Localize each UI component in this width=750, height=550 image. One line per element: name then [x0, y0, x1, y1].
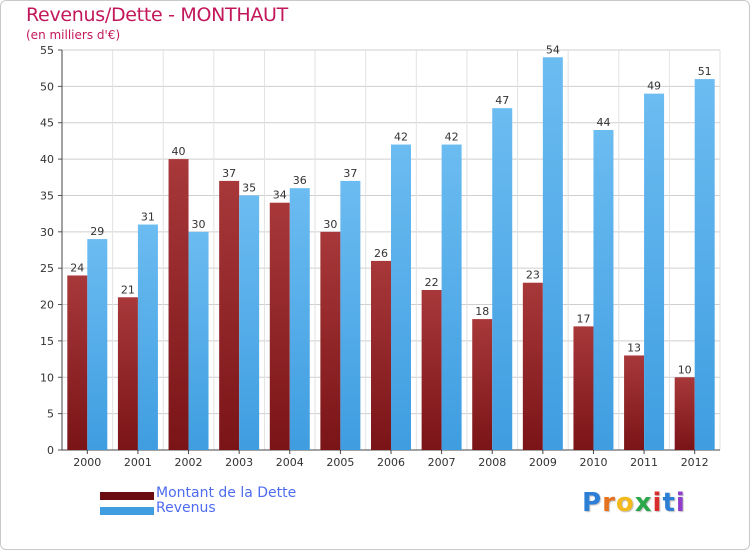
data-label-revenue: 54	[546, 43, 560, 56]
logo-letter: t	[662, 488, 676, 518]
chart-title: Revenus/Dette - MONTHAUT	[26, 4, 288, 26]
bar-revenue	[441, 144, 462, 450]
bar-debt	[168, 159, 189, 450]
bar-debt	[573, 326, 594, 450]
bar-debt	[371, 260, 391, 450]
x-tick-label: 2009	[529, 456, 557, 469]
data-label-revenue: 31	[141, 211, 155, 224]
logo-letter: P	[582, 488, 603, 518]
x-tick-label: 2004	[276, 456, 304, 469]
y-tick-label: 55	[40, 44, 54, 57]
bar-revenue	[391, 144, 411, 450]
bar-debt	[674, 377, 695, 450]
bar-debt	[522, 282, 543, 450]
bar-revenue	[289, 188, 310, 450]
y-tick-label: 20	[40, 299, 54, 312]
data-label-debt: 17	[576, 312, 590, 325]
y-tick-label: 10	[40, 371, 54, 384]
x-tick-label: 2006	[377, 456, 405, 469]
y-tick-label: 40	[40, 153, 54, 166]
logo-letter: i	[652, 488, 663, 518]
bar-revenue	[593, 130, 614, 450]
data-label-revenue: 49	[647, 80, 661, 93]
data-label-revenue: 44	[596, 116, 610, 129]
chart-subtitle: (en milliers d'€)	[26, 28, 121, 42]
y-tick-label: 0	[47, 444, 54, 457]
bar-debt	[269, 202, 290, 450]
x-tick-label: 2012	[681, 456, 709, 469]
data-label-debt: 30	[323, 218, 337, 231]
y-tick-label: 35	[40, 189, 54, 202]
x-tick-label: 2007	[428, 456, 456, 469]
data-label-debt: 34	[273, 189, 287, 202]
data-label-revenue: 42	[394, 131, 408, 144]
bar-revenue	[239, 195, 260, 450]
data-label-debt: 40	[172, 145, 186, 158]
legend-label-revenue: Revenus	[156, 500, 216, 516]
y-tick-label: 45	[40, 117, 54, 130]
bar-debt	[219, 180, 240, 450]
x-tick-label: 2010	[579, 456, 607, 469]
data-label-revenue: 37	[343, 167, 357, 180]
bar-debt	[320, 231, 341, 450]
legend-label-debt: Montant de la Dette	[156, 485, 297, 501]
bar-revenue	[644, 93, 665, 451]
bar-revenue	[188, 231, 209, 450]
y-tick-label: 50	[40, 80, 54, 93]
data-label-debt: 26	[374, 247, 388, 260]
data-label-revenue: 35	[242, 181, 256, 194]
legend-swatch-debt	[100, 492, 154, 500]
x-tick-label: 2003	[225, 456, 253, 469]
data-label-revenue: 42	[445, 131, 459, 144]
logo-letter: o	[615, 488, 635, 518]
x-tick-label: 2005	[326, 456, 354, 469]
data-label-debt: 23	[526, 269, 540, 282]
x-tick-label: 2000	[73, 456, 101, 469]
proxiti-logo: Proxiti	[582, 488, 686, 518]
data-label-debt: 13	[627, 341, 641, 354]
data-label-debt: 18	[475, 305, 489, 318]
data-label-debt: 10	[678, 363, 692, 376]
x-tick-label: 2002	[175, 456, 203, 469]
legend-swatch-revenue	[100, 507, 154, 515]
data-label-debt: 21	[121, 283, 135, 296]
bar-debt	[117, 297, 138, 450]
y-tick-label: 15	[40, 335, 54, 348]
logo-letter: r	[602, 488, 616, 518]
data-label-revenue: 47	[495, 94, 509, 107]
y-tick-label: 5	[47, 408, 54, 421]
y-tick-label: 30	[40, 226, 54, 239]
bar-revenue	[340, 180, 361, 450]
bar-revenue	[492, 108, 513, 450]
logo-letter: i	[675, 488, 686, 518]
data-label-debt: 22	[425, 276, 439, 289]
bar-debt	[624, 355, 645, 450]
data-label-revenue: 30	[192, 218, 206, 231]
logo-letter: x	[634, 488, 653, 518]
x-tick-label: 2008	[478, 456, 506, 469]
bar-debt	[421, 290, 442, 450]
data-label-revenue: 36	[293, 174, 307, 187]
x-tick-label: 2011	[630, 456, 658, 469]
bar-revenue	[87, 239, 108, 450]
bar-revenue	[542, 57, 563, 450]
data-label-revenue: 29	[90, 225, 104, 238]
x-tick-label: 2001	[124, 456, 152, 469]
bar-debt	[67, 275, 88, 450]
data-label-debt: 37	[222, 167, 236, 180]
bar-revenue	[137, 224, 158, 450]
bar-revenue	[694, 79, 715, 450]
data-label-revenue: 51	[698, 65, 712, 78]
y-tick-label: 25	[40, 262, 54, 275]
data-label-debt: 24	[70, 261, 84, 274]
bar-debt	[472, 319, 493, 450]
